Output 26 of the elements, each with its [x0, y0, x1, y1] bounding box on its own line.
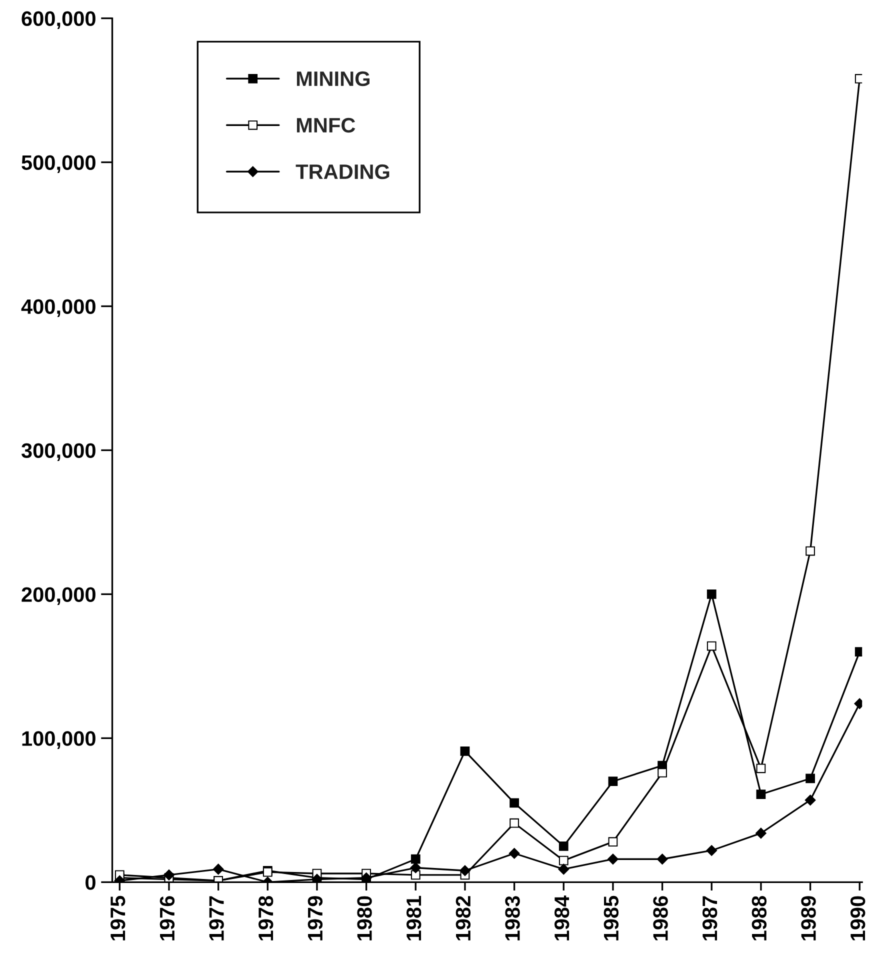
x-tick-label: 1982: [456, 896, 471, 940]
x-tick-label: 1983: [505, 896, 520, 940]
x-tick-label: 1988: [752, 896, 767, 940]
x-tick-label: 1978: [258, 896, 274, 940]
x-tick-label: 1981: [406, 896, 422, 940]
x-tick-label: 1984: [554, 895, 570, 940]
y-tick-label: 500,000: [22, 155, 96, 174]
y-tick-label: 300,000: [21, 443, 96, 461]
y-tick-label: 100,000: [22, 731, 96, 749]
x-tick-label: 1980: [357, 896, 372, 940]
x-tick-label: 1987: [702, 896, 718, 940]
legend-label: MNFC: [296, 118, 356, 133]
y-tick-label: 0: [86, 875, 96, 890]
legend-label: MINING: [296, 71, 370, 86]
y-tick-label: 400,000: [21, 299, 96, 318]
y-tick-label: 600,000: [22, 11, 96, 30]
x-tick-label: 1979: [308, 896, 323, 940]
x-tick-label: 1986: [653, 896, 668, 940]
x-tick-label: 1985: [604, 896, 619, 940]
x-tick-label: 1975: [110, 896, 126, 940]
x-tick-label: 1989: [801, 896, 816, 940]
legend-label: TRADING: [296, 164, 390, 180]
x-tick-label: 1976: [160, 896, 175, 940]
x-tick-label: 1977: [209, 896, 224, 940]
x-tick-label: 1990: [850, 896, 866, 940]
y-tick-label: 200,000: [22, 587, 96, 605]
